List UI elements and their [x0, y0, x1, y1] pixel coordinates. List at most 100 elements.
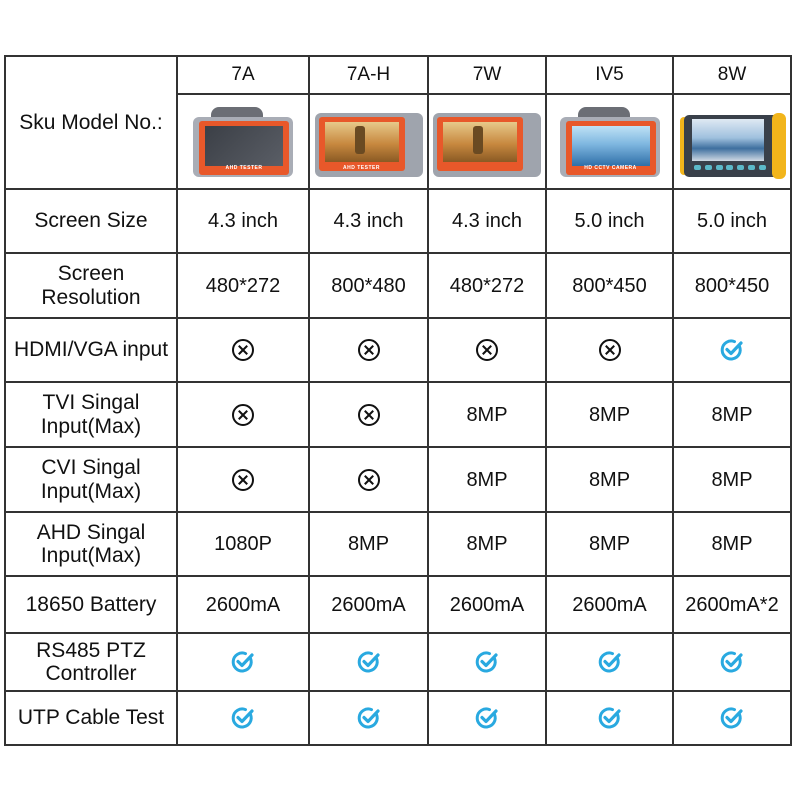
value-cell: 2600mA*2: [685, 593, 779, 616]
row-divider: [176, 93, 790, 95]
row-label: AHD Singal Input(Max): [6, 513, 176, 575]
row-label: TVI Singal Input(Max): [6, 383, 176, 446]
value-cell: [674, 692, 790, 744]
x-circle-icon: [357, 339, 380, 361]
value-cell: 8MP: [588, 533, 631, 555]
x-circle-icon: [598, 339, 621, 361]
check-circle-icon: [356, 649, 382, 675]
x-circle-icon: [357, 403, 380, 426]
value-cell: 4.3 inch: [451, 210, 523, 232]
row-divider: [6, 690, 790, 692]
check-circle-icon: [474, 705, 500, 731]
value-cell: 2600mA: [205, 593, 281, 616]
value-cell: 4.3 inch: [333, 210, 404, 232]
value-cell: 8MP: [711, 403, 753, 426]
device-label: AHD TESTER: [343, 164, 380, 171]
value-cell: 800*480: [331, 274, 406, 297]
value-cell: [310, 692, 427, 744]
value-cell: 5.0 inch: [696, 210, 768, 232]
x-circle-icon: [232, 468, 254, 491]
row-label: UTP Cable Test: [17, 706, 165, 730]
row-label-line: Input(Max): [40, 414, 142, 438]
value-cell: [547, 692, 672, 744]
model-name: IV5: [595, 63, 624, 85]
value-cell: [310, 448, 427, 511]
value-cell: 800*450: [572, 274, 647, 297]
row-divider: [6, 381, 790, 383]
check-circle-icon: [719, 705, 745, 731]
row-label-line: RS485 PTZ: [36, 638, 146, 662]
column-divider: [176, 57, 178, 744]
value-cell: [674, 634, 790, 690]
value-cell: 5.0 inch: [574, 210, 645, 232]
x-circle-icon: [232, 403, 254, 426]
row-divider: [6, 252, 790, 254]
value-cell: [429, 692, 545, 744]
row-divider: [6, 575, 790, 577]
row-label-line: TVI Singal: [42, 391, 140, 415]
row-label: RS485 PTZ Controller: [6, 634, 176, 690]
check-circle-icon: [719, 649, 745, 675]
row-label-line: Screen: [57, 262, 125, 286]
column-divider: [427, 57, 429, 744]
model-name: 7A-H: [346, 63, 391, 85]
row-divider: [6, 317, 790, 319]
value-cell: [178, 319, 308, 381]
row-label-line: Controller: [45, 662, 137, 685]
header-label: Sku Model No.:: [19, 110, 163, 134]
row-label-line: Resolution: [41, 285, 141, 309]
value-cell: [178, 692, 308, 744]
value-cell: [310, 383, 427, 446]
value-cell: 8MP: [347, 533, 390, 555]
row-divider: [6, 188, 790, 190]
check-circle-icon: [597, 649, 623, 675]
value-cell: [310, 634, 427, 690]
value-cell: [674, 319, 790, 381]
row-label-line: Input(Max): [40, 479, 142, 503]
row-label-line: AHD Singal: [36, 520, 146, 544]
value-cell: [547, 319, 672, 381]
row-label: Screen Resolution: [6, 254, 176, 317]
value-cell: 480*272: [205, 274, 281, 297]
value-cell: 2600mA: [449, 593, 525, 616]
value-cell: 2600mA: [331, 593, 406, 616]
product-image-iv5: HD CCTV CAMERA: [547, 95, 672, 188]
value-cell: 8MP: [711, 468, 753, 491]
value-cell: 8MP: [711, 533, 753, 555]
row-label-line: Input(Max): [40, 544, 142, 567]
row-divider: [6, 632, 790, 634]
row-label: 18650 Battery: [25, 592, 157, 616]
comparison-table: Sku Model No.: 7A 7A-H 7W IV5 8W AHD TES…: [4, 55, 792, 746]
column-divider: [545, 57, 547, 744]
value-cell: 4.3 inch: [207, 210, 279, 232]
value-cell: [429, 319, 545, 381]
x-circle-icon: [232, 339, 254, 361]
model-name: 7A: [231, 63, 255, 85]
check-circle-icon: [597, 705, 623, 731]
value-cell: 480*272: [449, 274, 525, 297]
device-label: HD CCTV CAMERA: [584, 164, 637, 171]
x-circle-icon: [476, 339, 498, 361]
model-name: 8W: [717, 63, 747, 85]
check-circle-icon: [356, 705, 382, 731]
value-cell: [178, 634, 308, 690]
check-circle-icon: [230, 649, 256, 675]
check-circle-icon: [230, 705, 256, 731]
value-cell: 1080P: [214, 533, 272, 555]
value-cell: 800*450: [694, 274, 770, 297]
value-cell: [178, 383, 308, 446]
row-divider: [6, 446, 790, 448]
row-label: HDMI/VGA input: [13, 338, 169, 362]
product-image-7a: AHD TESTER: [178, 95, 308, 188]
value-cell: 8MP: [466, 468, 508, 491]
value-cell: [547, 634, 672, 690]
value-cell: [310, 319, 427, 381]
model-name: 7W: [472, 63, 502, 85]
product-image-7w: [429, 95, 545, 188]
row-divider: [6, 511, 790, 513]
value-cell: 8MP: [588, 403, 631, 426]
column-divider: [308, 57, 310, 744]
value-cell: [178, 448, 308, 511]
value-cell: 8MP: [588, 468, 631, 491]
value-cell: 8MP: [466, 403, 508, 426]
